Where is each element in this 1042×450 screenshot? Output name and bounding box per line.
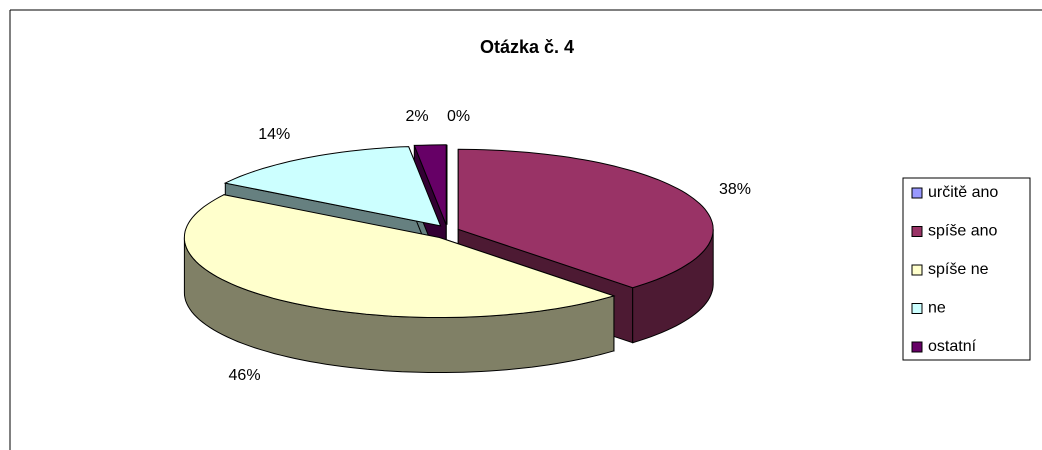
legend-swatch [911, 226, 923, 237]
legend-box [902, 177, 1031, 361]
data-label: 46% [229, 367, 261, 384]
legend-swatch [911, 187, 923, 199]
data-label: 38% [719, 181, 751, 198]
layer [183, 144, 714, 318]
slice [413, 144, 447, 225]
data-label: 0% [447, 108, 470, 125]
legend-swatch [911, 341, 923, 353]
legend-swatch [911, 303, 923, 314]
legend-label: spíše ano [928, 223, 997, 240]
legend-label: ostatní [928, 338, 977, 355]
data-label: 14% [258, 126, 290, 143]
legend-swatch [911, 264, 923, 276]
legend-label: určitě ano [928, 184, 998, 201]
slice [183, 194, 616, 318]
legend-label: spíše ne [928, 261, 989, 278]
data-label: 2% [406, 108, 429, 125]
legend-label: ne [928, 300, 946, 317]
slice [457, 148, 714, 289]
chart-title: Otázka č. 4 [480, 37, 574, 57]
slice [223, 146, 442, 227]
